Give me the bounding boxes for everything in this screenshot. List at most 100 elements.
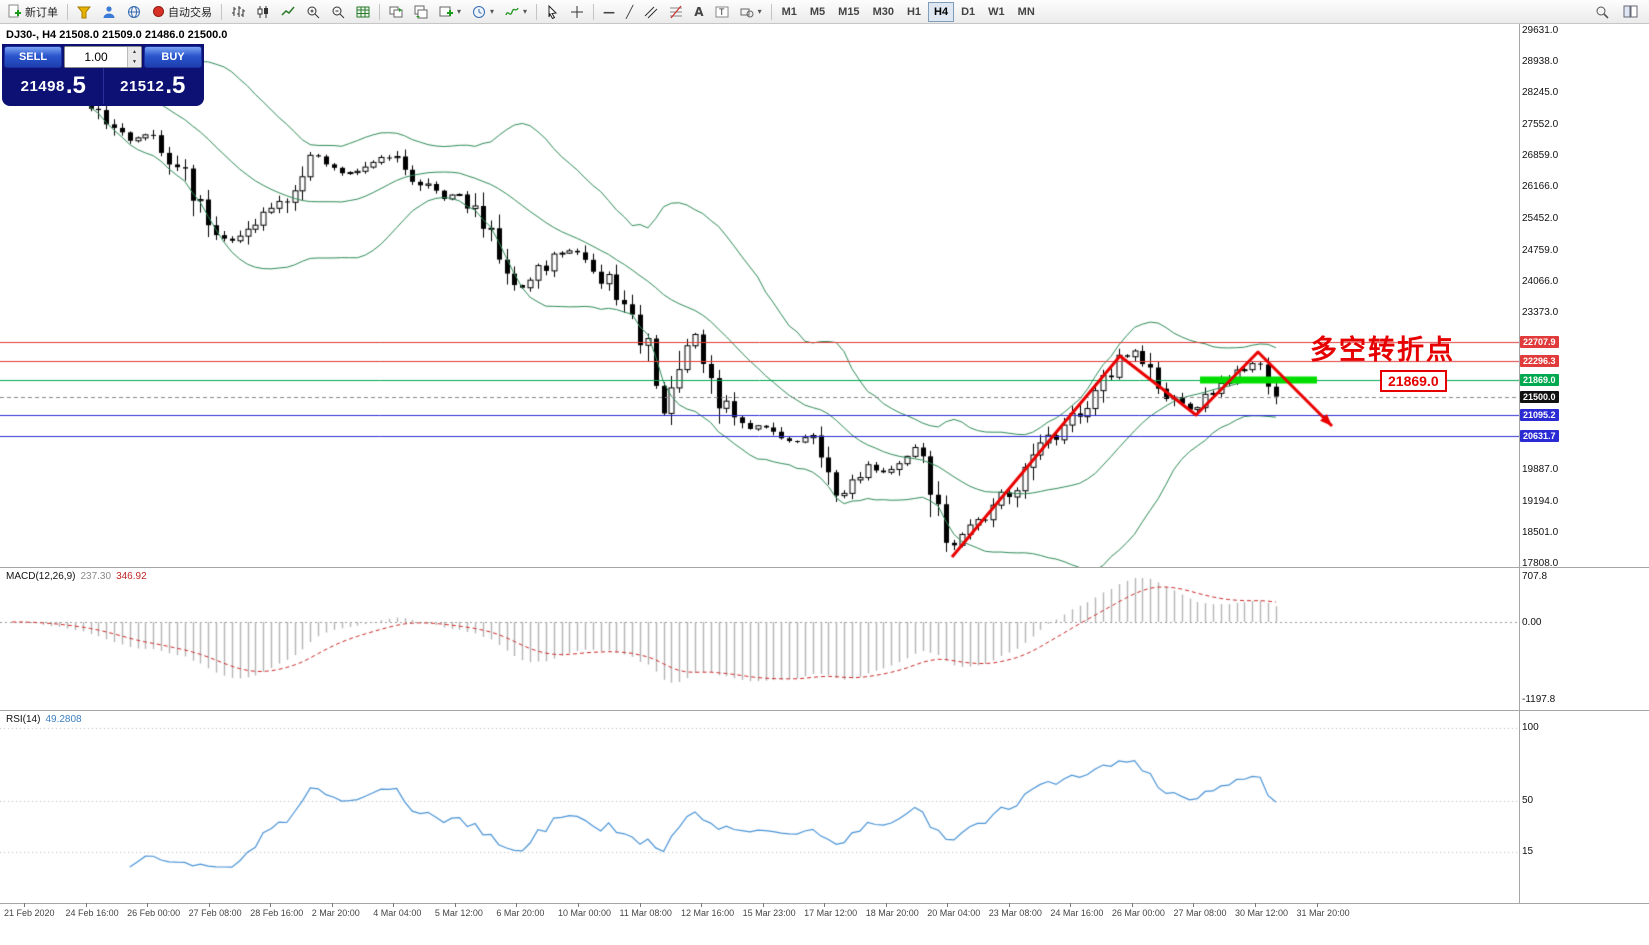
autotrade-icon — [153, 6, 164, 17]
trendline-button[interactable]: ╱ — [621, 2, 638, 22]
tf-button-m1[interactable]: M1 — [776, 2, 803, 22]
macd-panel-canvas[interactable] — [0, 568, 1519, 710]
time-tick — [701, 903, 703, 907]
price-level-chip[interactable]: 21500.0 — [1520, 391, 1559, 403]
volume-up-button[interactable]: ▲ — [128, 47, 141, 57]
tf-button-mn[interactable]: MN — [1012, 2, 1041, 22]
tf-button-h4[interactable]: H4 — [928, 1, 955, 22]
price-level-chip[interactable]: 21869.0 — [1520, 374, 1559, 386]
macd-axis-label: 707.8 — [1522, 571, 1548, 582]
price-level-chip[interactable]: 22707.9 — [1520, 336, 1559, 348]
time-tick — [885, 903, 887, 907]
buy-button[interactable]: BUY — [144, 46, 202, 68]
divider — [67, 3, 68, 20]
profiles-button[interactable] — [97, 2, 121, 22]
macd-panel-separator[interactable] — [0, 567, 1649, 568]
tf-button-m30[interactable]: M30 — [867, 2, 900, 22]
indicators-button[interactable]: ▾ — [500, 2, 532, 22]
navigator-button[interactable] — [122, 2, 146, 22]
grid-icon — [356, 6, 370, 17]
volume-field: ▲ ▼ — [64, 46, 142, 68]
price-level-chip[interactable]: 21095.2 — [1520, 409, 1559, 421]
dropdown-arrow-icon: ▾ — [757, 7, 762, 16]
price-tick-label: 17808.0 — [1522, 558, 1559, 569]
rsi-axis-label: 15 — [1522, 845, 1534, 857]
time-label: 11 Mar 08:00 — [619, 908, 672, 918]
divider — [379, 3, 380, 20]
dropdown-arrow-icon: ▾ — [457, 7, 462, 16]
rsi-name: RSI(14) — [6, 714, 41, 725]
channel-button[interactable] — [639, 2, 663, 22]
zoom-in-button[interactable] — [301, 2, 325, 22]
time-label: 26 Mar 00:00 — [1111, 908, 1165, 918]
crosshair-icon — [571, 5, 584, 18]
time-tick — [824, 903, 826, 907]
market-watch-button[interactable] — [72, 2, 96, 22]
tf-button-m5[interactable]: M5 — [804, 2, 831, 22]
macd-label: MACD(12,26,9) 237.30 346.92 — [6, 571, 147, 582]
macd-main-value: 237.30 — [80, 571, 112, 582]
new-order-icon — [8, 4, 21, 18]
time-label: 12 Mar 16:00 — [681, 908, 735, 918]
bar-chart-button[interactable] — [226, 2, 250, 22]
cursor-button[interactable] — [541, 2, 564, 22]
tf-button-d1[interactable]: D1 — [955, 2, 981, 22]
volume-input[interactable] — [65, 47, 127, 67]
price-level-chip[interactable]: 22296.3 — [1520, 355, 1559, 367]
rsi-panel-canvas[interactable] — [0, 711, 1519, 903]
divider — [770, 3, 772, 20]
sell-button[interactable]: SELL — [4, 46, 62, 68]
price-tag-annotation[interactable]: 21869.0 — [1380, 370, 1447, 392]
tf-button-w1[interactable]: W1 — [982, 2, 1011, 22]
price-tick-label: 19194.0 — [1522, 496, 1559, 507]
main-chart-canvas[interactable] — [0, 24, 1519, 567]
sell-price[interactable]: 21498.5 — [4, 68, 104, 104]
price-tick-label: 26859.0 — [1522, 150, 1559, 161]
rsi-panel-separator[interactable] — [0, 710, 1649, 711]
fibonacci-icon — [670, 5, 683, 18]
panels-icon — [1623, 5, 1638, 18]
zoom-in-icon — [307, 6, 320, 18]
price-tick-label: 24066.0 — [1522, 276, 1559, 287]
period-button[interactable]: ▾ — [467, 2, 499, 22]
hline-button[interactable]: — — [598, 2, 620, 22]
grid-button[interactable] — [351, 2, 375, 22]
line-chart-button[interactable] — [276, 2, 300, 22]
divider — [593, 3, 595, 20]
text-label-button[interactable]: T — [710, 2, 734, 22]
search-button[interactable] — [1590, 2, 1614, 22]
tf-button-m15[interactable]: M15 — [832, 2, 865, 22]
text-button[interactable]: A — [689, 2, 708, 22]
time-label: 30 Mar 12:00 — [1235, 908, 1289, 918]
time-tick — [1193, 903, 1195, 907]
panels-button[interactable] — [1618, 2, 1643, 22]
cascade-windows-button[interactable] — [409, 2, 433, 22]
volume-down-button[interactable]: ▼ — [128, 57, 141, 67]
trendline-icon: ╱ — [626, 4, 634, 19]
one-click-trading-panel: SELL ▲ ▼ BUY 21498.5 21512.5 — [2, 44, 204, 106]
time-label: 24 Mar 16:00 — [1050, 908, 1104, 918]
macd-name: MACD(12,26,9) — [6, 571, 76, 582]
tf-button-h1[interactable]: H1 — [901, 2, 927, 22]
time-label: 2 Mar 20:00 — [311, 908, 360, 918]
zoom-out-button[interactable] — [326, 2, 350, 22]
price-level-chip[interactable]: 20631.7 — [1520, 430, 1559, 442]
fibonacci-button[interactable] — [664, 2, 688, 22]
candle-chart-button[interactable] — [251, 2, 275, 22]
time-tick — [1131, 903, 1133, 907]
buy-price[interactable]: 21512.5 — [104, 68, 203, 104]
time-tick — [1070, 903, 1072, 907]
text-icon: A — [694, 4, 704, 19]
shapes-button[interactable]: ▾ — [735, 2, 767, 22]
macd-axis-label: -1197.8 — [1522, 694, 1556, 705]
new-order-button[interactable]: 新订单 — [2, 2, 63, 22]
new-chart-button[interactable]: ▾ — [434, 2, 466, 22]
tile-windows-button[interactable] — [384, 2, 408, 22]
price-axis-separator[interactable] — [1519, 24, 1520, 903]
autotrading-button[interactable]: 自动交易 — [147, 2, 217, 22]
dropdown-arrow-icon: ▾ — [523, 7, 528, 16]
time-tick — [331, 903, 333, 907]
price-tick-label: 27552.0 — [1522, 119, 1559, 130]
crosshair-button[interactable] — [565, 2, 589, 22]
